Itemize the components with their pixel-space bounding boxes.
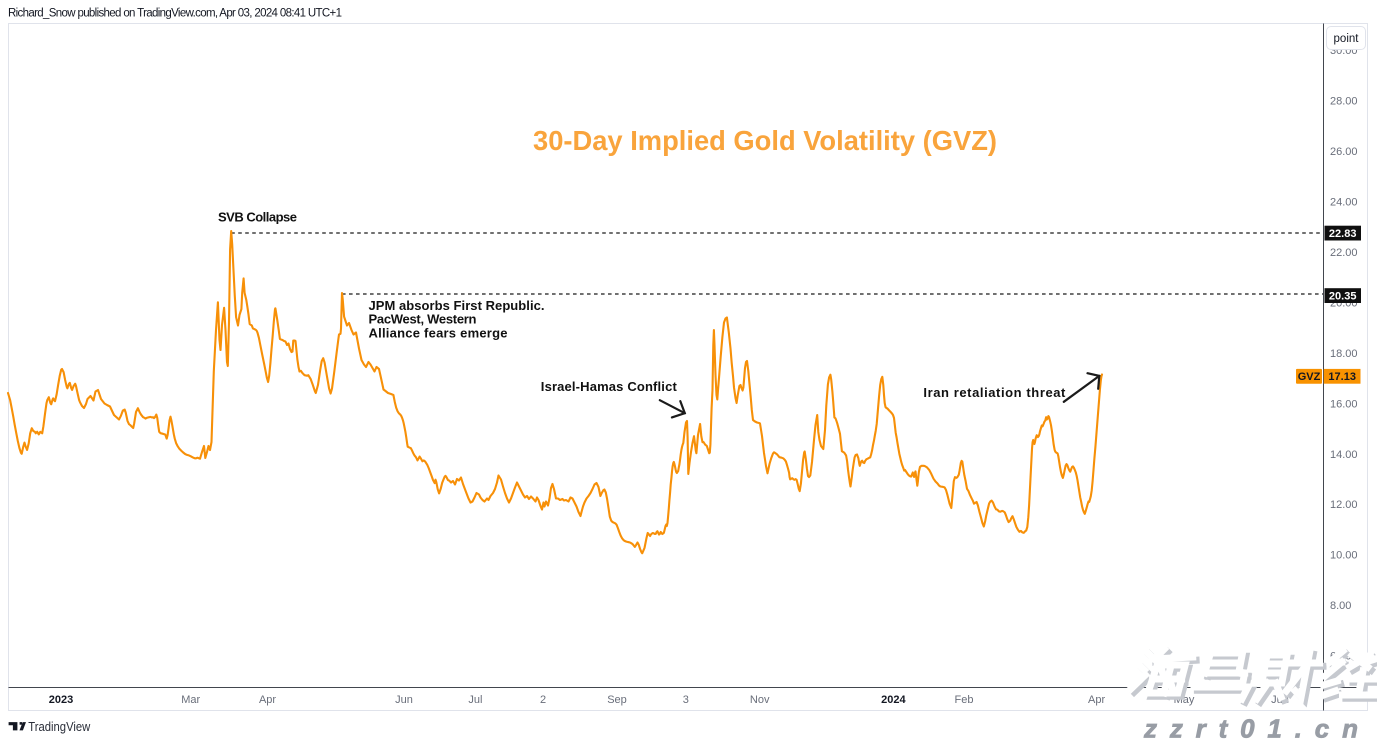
svg-text:JPM absorbs First Republic.: JPM absorbs First Republic. (369, 298, 545, 313)
svg-text:Apr: Apr (259, 694, 276, 706)
svg-text:TradingView: TradingView (28, 720, 91, 734)
svg-text:14.00: 14.00 (1330, 449, 1358, 461)
svg-text:30-Day Implied Gold Volatility: 30-Day Implied Gold Volatility (GVZ) (533, 125, 997, 156)
svg-text:2023: 2023 (49, 694, 73, 706)
svg-text:Alliance fears emerge: Alliance fears emerge (369, 325, 508, 340)
svg-text:Iran retaliation threat: Iran retaliation threat (923, 385, 1066, 400)
svg-text:20.35: 20.35 (1329, 290, 1357, 302)
svg-text:zzrt01.cn: zzrt01.cn (1143, 714, 1366, 742)
svg-text:8.00: 8.00 (1330, 600, 1351, 612)
svg-text:22.83: 22.83 (1329, 228, 1357, 240)
svg-text:24.00: 24.00 (1330, 197, 1358, 209)
svg-text:Jul: Jul (468, 694, 482, 706)
svg-text:2: 2 (540, 694, 546, 706)
svg-text:Feb: Feb (955, 694, 974, 706)
svg-text:10.00: 10.00 (1330, 550, 1358, 562)
svg-text:22.00: 22.00 (1330, 247, 1358, 259)
svg-text:12.00: 12.00 (1330, 499, 1358, 511)
svg-text:18.00: 18.00 (1330, 348, 1358, 360)
svg-text:Nov: Nov (750, 694, 770, 706)
svg-text:26.00: 26.00 (1330, 146, 1358, 158)
svg-text:Israel-Hamas Conflict: Israel-Hamas Conflict (541, 379, 678, 394)
svg-text:16.00: 16.00 (1330, 398, 1358, 410)
svg-text:Mar: Mar (181, 694, 200, 706)
svg-text:Jun: Jun (395, 694, 413, 706)
svg-text:17.13: 17.13 (1328, 371, 1356, 383)
svg-text:SVB Collapse: SVB Collapse (218, 210, 297, 225)
svg-text:Richard_Snow published on Trad: Richard_Snow published on TradingView.co… (8, 8, 342, 20)
svg-text:28.00: 28.00 (1330, 96, 1358, 108)
svg-text:PacWest, Western: PacWest, Western (369, 312, 477, 327)
svg-text:3: 3 (683, 694, 689, 706)
svg-text:Sep: Sep (607, 694, 627, 706)
svg-text:2024: 2024 (881, 694, 906, 706)
svg-text:point: point (1334, 33, 1360, 45)
svg-text:GVZ: GVZ (1298, 371, 1321, 383)
svg-text:Apr: Apr (1088, 694, 1105, 706)
